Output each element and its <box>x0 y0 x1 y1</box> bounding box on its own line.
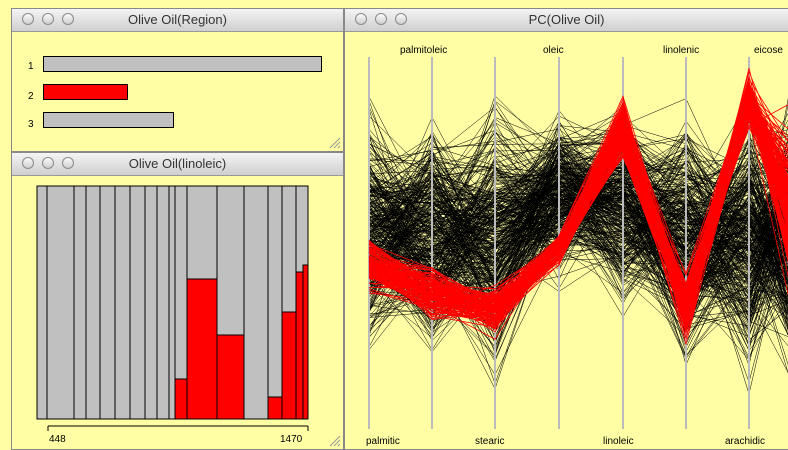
row-label-3: 3 <box>28 119 34 130</box>
axis-label-palmitic: palmitic <box>366 436 400 447</box>
axis-label-eicose: eicose <box>754 45 783 56</box>
axis-label-oleic: oleic <box>543 45 564 56</box>
axis-label-arachidic: arachidic <box>725 436 766 447</box>
row-label-1: 1 <box>28 61 34 72</box>
selected-bins <box>174 264 309 420</box>
zoom-button[interactable] <box>62 157 74 169</box>
selected-bin <box>281 311 297 420</box>
parallel-coordinates-window: PC(Olive Oil) palmitoleic oleic linoleni… <box>344 8 788 450</box>
row-label-2: 2 <box>28 91 34 102</box>
selected-bin <box>295 271 304 420</box>
axis-label-linoleic: linoleic <box>603 436 634 447</box>
histogram-axis <box>47 425 309 431</box>
minimize-button[interactable] <box>42 13 54 25</box>
region-titlebar[interactable]: Olive Oil(Region) <box>12 9 343 32</box>
zoom-button[interactable] <box>62 13 74 25</box>
parallel-coordinates-plot[interactable] <box>345 9 788 450</box>
histogram-titlebar[interactable]: Olive Oil(linoleic) <box>12 153 343 176</box>
region-window: Olive Oil(Region) 1 2 3 <box>11 8 344 152</box>
selected-lines <box>368 68 788 346</box>
axis-label-stearic: stearic <box>475 436 505 447</box>
region-bar-3[interactable] <box>43 112 174 128</box>
resize-grip-icon[interactable] <box>329 435 341 447</box>
pc-titlebar[interactable]: PC(Olive Oil) <box>345 9 788 32</box>
region-bar-1[interactable] <box>43 56 322 72</box>
close-button[interactable] <box>355 13 367 25</box>
selected-bin <box>186 278 218 420</box>
selected-bin <box>302 264 309 420</box>
window-title: Olive Oil(linoleic) <box>128 156 227 171</box>
histogram-window: Olive Oil(linoleic) <box>11 152 344 450</box>
close-button[interactable] <box>22 157 34 169</box>
axis-min-label: 448 <box>49 434 66 445</box>
zoom-button[interactable] <box>395 13 407 25</box>
minimize-button[interactable] <box>42 157 54 169</box>
selected-bin <box>267 396 283 420</box>
minimize-button[interactable] <box>375 13 387 25</box>
axis-label-palmitoleic: palmitoleic <box>400 45 448 56</box>
plot-area <box>36 185 309 420</box>
region-bar-2[interactable] <box>43 84 128 100</box>
selected-bin <box>174 378 188 420</box>
window-title: PC(Olive Oil) <box>528 12 605 27</box>
linoleic-histogram[interactable] <box>12 153 344 450</box>
close-button[interactable] <box>22 13 34 25</box>
selected-bin <box>216 334 245 420</box>
resize-grip-icon[interactable] <box>329 137 341 149</box>
axis-max-label: 1470 <box>280 434 303 445</box>
axis-label-linolenic: linolenic <box>663 45 700 56</box>
window-title: Olive Oil(Region) <box>128 12 227 27</box>
